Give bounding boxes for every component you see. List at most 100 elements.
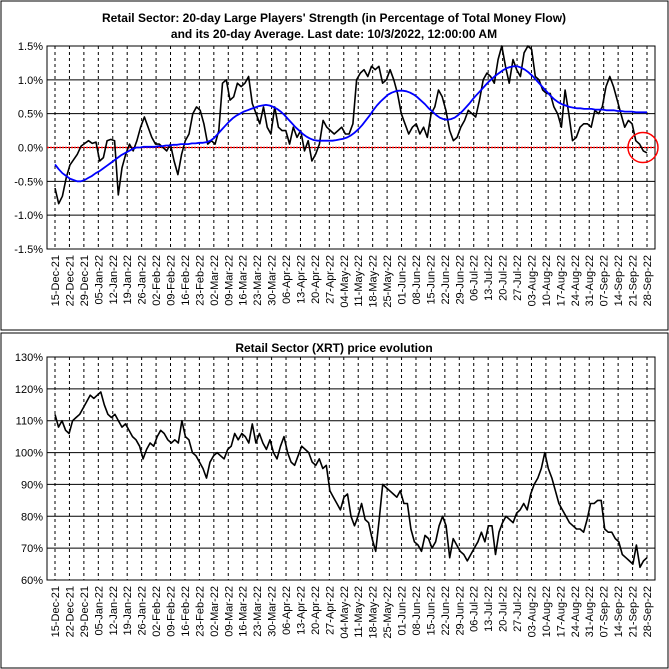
top-x-tick-label: 12-Jan-22 [108,255,120,305]
bottom-x-tick-label: 14-Sep-22 [613,586,625,637]
bottom-x-tick-label: 08-Jun-22 [411,586,423,636]
top-x-tick-label: 04-May-22 [339,255,351,308]
top-x-tick-label: 01-Jun-22 [397,255,409,305]
bottom-x-tick-label: 13-Jul-22 [483,586,495,632]
top-y-tick-label: -1.5% [14,244,43,256]
bottom-x-tick-label: 25-May-22 [382,586,394,639]
top-panel-frame [0,0,669,331]
bottom-x-tick-label: 27-Apr-22 [324,586,336,635]
bottom-y-tick-label: 110% [16,416,44,428]
bottom-x-tick-label: 16-Mar-22 [238,586,250,637]
top-chart-plot: 1.5% 1.0% 0.5% 0.0% -0.5% -1.0% -1.5% 15-Dec-21… [14,41,659,308]
bottom-y-tick-label: 120% [15,384,43,396]
top-x-tick-label: 25-May-22 [382,255,394,308]
bottom-plot-border [46,356,656,581]
bottom-x-tick-label: 02-Mar-22 [209,586,221,637]
top-series-1-line [54,65,647,183]
bottom-y-tick-label: 70% [21,543,43,555]
bottom-x-tick-label: 22-Jun-22 [440,586,452,636]
top-chart-title: Retail Sector: 20-day Large Players' Str… [102,11,566,25]
bottom-x-tick-label: 04-May-22 [339,586,351,639]
bottom-x-tick-label: 10-Aug-22 [541,586,553,637]
top-x-tick-label: 29-Jun-22 [454,255,466,305]
bottom-y-tick-label: 60% [21,575,43,587]
bottom-x-tick-label: 29-Dec-21 [79,586,91,637]
top-x-tick-label: 02-Feb-22 [151,255,163,306]
bottom-x-tick-label: 16-Feb-22 [180,586,192,637]
bottom-chart-plot: 130%120%110%100%90%80%70%60%15-Dec-21 22-… [15,352,656,639]
top-x-tick-label: 23-Mar-22 [252,255,264,306]
top-x-tick-label: 10-Aug-22 [541,255,553,306]
bottom-x-tick-label: 03-Aug-22 [526,586,538,637]
bottom-x-tick-label: 27-Jul-22 [512,586,524,632]
top-x-tick-label: 13-Apr-22 [295,255,307,304]
top-x-tick-label: 11-May-22 [353,255,365,307]
bottom-x-tick-label: 29-Jun-22 [454,586,466,636]
top-x-tick-label: 28-Sep-22 [642,255,654,306]
top-x-tick-label: 31-Aug-22 [584,255,596,306]
bottom-x-tick-label: 09-Mar-22 [223,586,235,637]
bottom-x-tick-label: 23-Mar-22 [252,586,264,637]
top-y-tick-label: -1.0% [14,210,43,222]
top-x-tick-label: 27-Jul-22 [512,255,524,301]
bottom-x-tick-label: 06-Jul-22 [469,586,481,632]
top-x-tick-label: 22-Dec-21 [64,255,76,306]
bottom-x-tick-label: 01-Jun-22 [397,586,409,636]
top-x-tick-label: 03-Aug-22 [526,255,538,306]
bottom-y-tick-label: 100% [15,448,43,460]
bottom-x-tick-label: 15-Jun-22 [425,586,437,636]
top-x-tick-label: 02-Mar-22 [209,255,221,306]
top-x-tick-label: 23-Feb-22 [194,255,206,306]
bottom-series-0-line [54,391,648,569]
bottom-x-tick-label: 09-Feb-22 [166,586,178,637]
top-x-tick-label: 15-Dec-21 [50,255,62,306]
top-y-tick-label: 0.5% [18,109,43,121]
bottom-x-tick-label: 17-Aug-22 [555,586,567,637]
bottom-x-tick-label: 12-Jan-22 [108,586,120,636]
bottom-chart-title: Retail Sector (XRT) price evolution [235,341,432,355]
bottom-x-tick-label: 13-Apr-22 [295,586,307,635]
top-chart-subtitle: and its 20-day Average. Last date: 10/3/… [171,27,497,41]
top-x-tick-label: 30-Mar-22 [267,255,279,306]
bottom-x-tick-label: 05-Jan-22 [93,586,105,636]
bottom-y-tick-label: 80% [21,511,43,523]
top-x-tick-label: 06-Apr-22 [281,255,293,304]
bottom-x-tick-label: 02-Feb-22 [151,586,163,637]
bottom-x-tick-label: 22-Dec-21 [64,586,76,637]
top-y-tick-label: 0.0% [18,143,43,155]
bottom-x-tick-label: 15-Dec-21 [50,586,62,637]
bottom-y-tick-label: 130% [15,352,43,364]
bottom-x-tick-label: 28-Sep-22 [642,586,654,637]
top-x-tick-label: 06-Jul-22 [469,255,481,301]
top-x-tick-label: 15-Jun-22 [425,255,437,305]
bottom-x-tick-label: 20-Jul-22 [498,586,510,632]
top-x-tick-label: 26-Jan-22 [137,255,149,305]
top-x-tick-label: 07-Sep-22 [599,255,611,306]
top-y-tick-label: -0.5% [14,176,43,188]
bottom-x-tick-label: 06-Apr-22 [281,586,293,635]
top-x-tick-label: 27-Apr-22 [324,255,336,304]
bottom-x-tick-label: 23-Feb-22 [194,586,206,637]
bottom-y-tick-label: 90% [21,479,43,491]
top-x-tick-label: 18-May-22 [368,255,380,308]
bottom-x-tick-label: 18-May-22 [368,586,380,639]
top-x-tick-label: 20-Jul-22 [498,255,510,301]
bottom-x-tick-label: 31-Aug-22 [584,586,596,637]
bottom-x-tick-label: 19-Jan-22 [122,586,134,636]
bottom-x-tick-label: 20-Apr-22 [310,586,322,635]
top-x-tick-label: 16-Feb-22 [180,255,192,306]
top-x-tick-label: 13-Jul-22 [483,255,495,301]
top-x-tick-label: 29-Dec-21 [79,255,91,306]
top-x-tick-label: 09-Mar-22 [223,255,235,306]
top-x-tick-label: 08-Jun-22 [411,255,423,305]
bottom-x-tick-label: 11-May-22 [353,586,365,638]
top-y-tick-label: 1.0% [18,75,43,87]
top-x-tick-label: 16-Mar-22 [238,255,250,306]
top-x-tick-label: 09-Feb-22 [166,255,178,306]
top-x-tick-label: 14-Sep-22 [613,255,625,306]
bottom-x-tick-label: 07-Sep-22 [599,586,611,637]
top-y-tick-label: 1.5% [18,41,43,53]
top-x-tick-label: 21-Sep-22 [628,255,640,306]
